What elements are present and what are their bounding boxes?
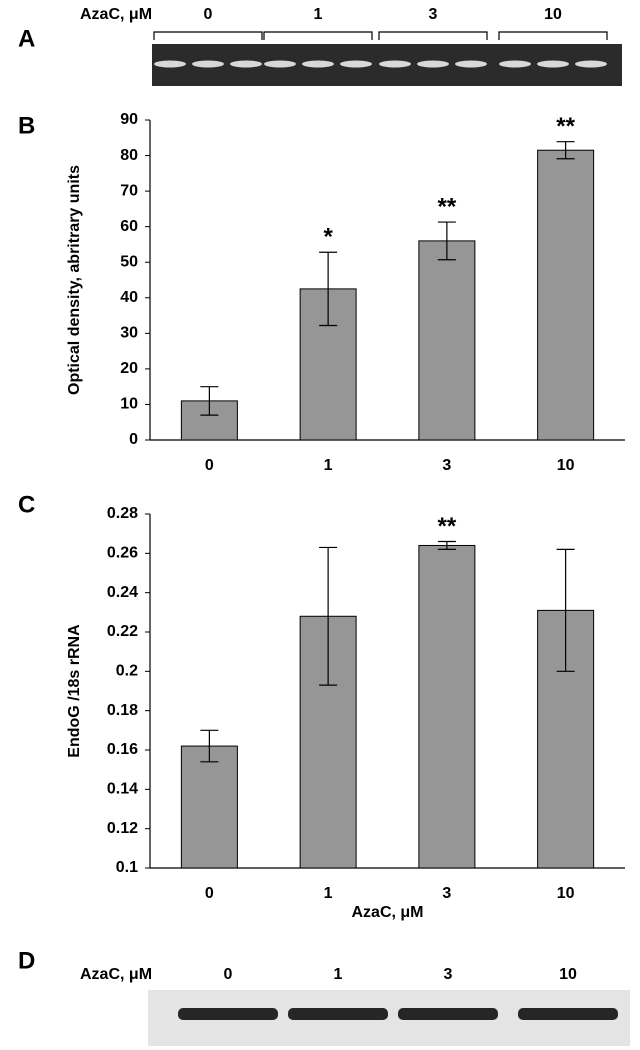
y-tick-label: 80 [120, 147, 138, 164]
error-bar [437, 221, 456, 261]
x-axis-label: AzaC, μM [351, 904, 423, 921]
significance-mark: ** [438, 193, 457, 220]
lane-bracket [378, 31, 488, 40]
lane-bracket [263, 31, 373, 40]
y-tick-label: 0.24 [107, 584, 138, 601]
lane-label: 3 [429, 6, 438, 23]
gel-band [455, 60, 487, 68]
x-tick-label: 3 [442, 885, 451, 902]
y-tick-label: 0.26 [107, 545, 138, 562]
significance-mark: ** [438, 513, 457, 540]
y-tick-label: 0.1 [116, 859, 138, 876]
bar [418, 544, 476, 869]
y-tick-label: 10 [120, 396, 138, 413]
gel-band [230, 60, 262, 68]
error-bar [556, 141, 575, 160]
lane-bracket [498, 31, 608, 40]
blot-band [288, 1008, 388, 1020]
x-tick-label: 1 [324, 885, 333, 902]
y-tick-label: 90 [120, 111, 138, 128]
error-bar [200, 386, 219, 416]
y-axis-label: EndoG /18s rRNA [66, 624, 83, 758]
y-tick-label: 20 [120, 360, 138, 377]
significance-mark: * [323, 224, 333, 251]
gel-band [192, 60, 224, 68]
panel-label: D [18, 947, 35, 974]
gel-label: AzaC, μM [80, 6, 152, 23]
y-tick-label: 0 [129, 431, 138, 448]
x-tick-label: 10 [557, 457, 575, 474]
x-tick-label: 0 [205, 885, 214, 902]
gel-band [575, 60, 607, 68]
gel-band [302, 60, 334, 68]
significance-mark: ** [556, 113, 575, 140]
error-bar [556, 548, 575, 672]
blot-band [518, 1008, 618, 1020]
y-tick-label: 60 [120, 218, 138, 235]
bar [537, 149, 595, 441]
lane-label: 1 [314, 6, 323, 23]
gel-label: AzaC, μM [80, 966, 152, 983]
x-tick-label: 3 [442, 457, 451, 474]
y-tick-label: 30 [120, 325, 138, 342]
y-tick-label: 0.12 [107, 820, 138, 837]
y-tick-label: 0.2 [116, 663, 138, 680]
gel-band [340, 60, 372, 68]
error-bar [200, 729, 219, 763]
y-tick-label: 0.18 [107, 702, 138, 719]
lane-label: 0 [204, 6, 213, 23]
panel-label: B [18, 112, 35, 139]
lane-label: 1 [334, 966, 343, 983]
lane-label: 0 [224, 966, 233, 983]
bar [418, 240, 476, 441]
lane-label: 10 [559, 966, 577, 983]
error-bar [437, 540, 456, 550]
x-tick-label: 0 [205, 457, 214, 474]
y-axis-label: Optical density, abritrary units [66, 165, 83, 395]
blot-band [398, 1008, 498, 1020]
lane-bracket [153, 31, 263, 40]
y-tick-label: 50 [120, 253, 138, 270]
bar [180, 745, 238, 869]
panel-label: A [18, 25, 35, 52]
gel-band [499, 60, 531, 68]
y-tick-label: 70 [120, 182, 138, 199]
lane-label: 3 [444, 966, 453, 983]
lane-label: 10 [544, 6, 562, 23]
y-tick-label: 40 [120, 289, 138, 306]
y-tick-label: 0.28 [107, 505, 138, 522]
x-tick-label: 1 [324, 457, 333, 474]
error-bar [319, 546, 338, 686]
y-tick-label: 0.22 [107, 623, 138, 640]
panel-label: C [18, 491, 35, 518]
gel-band [379, 60, 411, 68]
gel-band [264, 60, 296, 68]
gel-band [537, 60, 569, 68]
y-tick-label: 0.14 [107, 781, 138, 798]
blot-band [178, 1008, 278, 1020]
gel-band [154, 60, 186, 68]
x-tick-label: 10 [557, 885, 575, 902]
error-bar [319, 251, 338, 327]
y-tick-label: 0.16 [107, 741, 138, 758]
gel-band [417, 60, 449, 68]
